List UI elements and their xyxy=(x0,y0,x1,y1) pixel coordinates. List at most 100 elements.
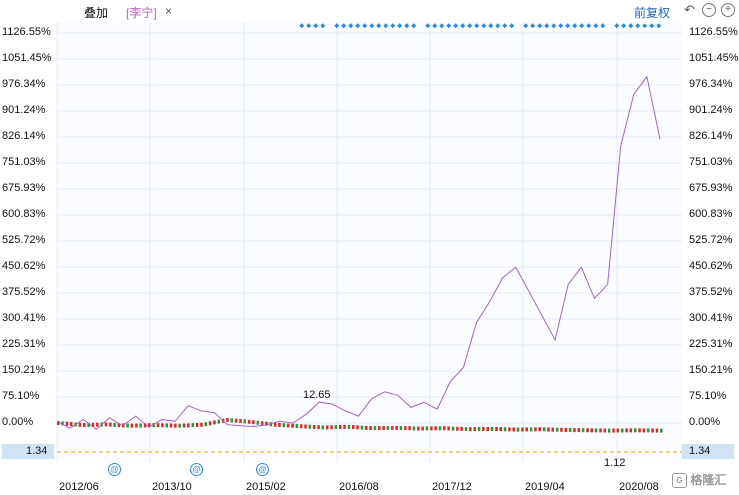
price-candle xyxy=(347,424,351,429)
dividend-marker-icon[interactable] xyxy=(383,23,389,29)
dividend-marker-icon[interactable] xyxy=(467,23,473,29)
price-candle xyxy=(247,419,251,424)
price-candle xyxy=(378,426,381,431)
dividend-marker-icon[interactable] xyxy=(439,23,445,29)
dividend-marker-icon[interactable] xyxy=(313,23,319,29)
dividend-marker-icon[interactable] xyxy=(453,23,459,29)
y-axis-label-left: 450.62% xyxy=(2,260,46,272)
dividend-marker-icon[interactable] xyxy=(362,23,368,29)
dividend-marker-icon[interactable] xyxy=(537,23,543,29)
dividend-marker-icon[interactable] xyxy=(432,23,438,29)
price-candle xyxy=(577,428,581,433)
price-candle xyxy=(182,423,186,428)
price-candle xyxy=(265,421,268,426)
price-candle xyxy=(87,422,90,427)
y-axis-label-right: 450.62% xyxy=(689,260,733,272)
price-candle xyxy=(599,428,602,433)
price-candle xyxy=(169,423,173,428)
dividend-marker-icon[interactable] xyxy=(579,23,585,29)
dividend-marker-icon[interactable] xyxy=(551,23,557,29)
chart-plot-area[interactable] xyxy=(57,22,682,463)
zoom-in-icon[interactable]: + xyxy=(721,3,735,17)
dividend-marker-icon[interactable] xyxy=(600,23,606,29)
price-candle xyxy=(187,423,190,428)
price-adjust-dropdown[interactable]: 前复权 xyxy=(634,6,671,20)
event-marker-icon[interactable]: @ xyxy=(108,463,121,476)
dividend-marker-icon[interactable] xyxy=(509,23,515,29)
dividend-marker-icon[interactable] xyxy=(572,23,578,29)
dividend-marker-icon[interactable] xyxy=(649,23,655,29)
dividend-marker-icon[interactable] xyxy=(376,23,382,29)
dividend-marker-icon[interactable] xyxy=(481,23,487,29)
y-axis-label-left: 525.72% xyxy=(2,234,46,246)
dividend-marker-icon[interactable] xyxy=(425,23,431,29)
price-candle xyxy=(91,422,95,427)
price-candle xyxy=(369,426,372,431)
dividend-marker-icon[interactable] xyxy=(460,23,466,29)
dividend-marker-icon[interactable] xyxy=(628,23,634,29)
price-candle xyxy=(165,423,168,428)
y-axis-label-left: 225.31% xyxy=(2,338,46,350)
dividend-marker-icon[interactable] xyxy=(474,23,480,29)
dividend-marker-icon[interactable] xyxy=(642,23,648,29)
y-axis-label-left: 976.34% xyxy=(2,78,46,90)
dividend-marker-icon[interactable] xyxy=(397,23,403,29)
undo-icon[interactable]: ↶ xyxy=(684,2,695,17)
dividend-marker-icon[interactable] xyxy=(390,23,396,29)
y-axis-label-left: 1051.45% xyxy=(2,52,52,64)
price-candle xyxy=(607,428,611,433)
price-candle xyxy=(174,423,177,428)
event-marker-icon[interactable]: @ xyxy=(190,463,203,476)
price-candle xyxy=(603,428,607,433)
price-candle xyxy=(70,422,73,427)
price-candle xyxy=(226,417,229,422)
dividend-marker-icon[interactable] xyxy=(656,23,662,29)
dividend-marker-icon[interactable] xyxy=(586,23,592,29)
dividend-marker-icon[interactable] xyxy=(635,23,641,29)
dividend-marker-icon[interactable] xyxy=(614,23,620,29)
y-axis-label-right: 75.10% xyxy=(689,390,727,402)
price-candle xyxy=(278,423,281,427)
dividend-marker-icon[interactable] xyxy=(593,23,599,29)
price-candle xyxy=(412,426,416,431)
overlay-label: 叠加 xyxy=(84,6,109,20)
dividend-marker-icon[interactable] xyxy=(488,23,494,29)
dividend-marker-icon[interactable] xyxy=(565,23,571,29)
price-candle xyxy=(57,421,60,425)
remove-overlay-button[interactable]: × xyxy=(165,4,173,18)
price-candle xyxy=(286,423,290,428)
dividend-marker-icon[interactable] xyxy=(558,23,564,29)
price-candle xyxy=(65,421,69,426)
price-candle xyxy=(208,421,212,426)
dividend-marker-icon[interactable] xyxy=(621,23,627,29)
watermark-icon: G xyxy=(672,473,687,489)
dividend-marker-icon[interactable] xyxy=(348,23,354,29)
dividend-marker-icon[interactable] xyxy=(544,23,550,29)
zoom-out-icon[interactable]: − xyxy=(702,3,716,17)
price-candle xyxy=(408,426,411,431)
y-axis-label-right: 1126.55% xyxy=(689,26,738,38)
dividend-marker-icon[interactable] xyxy=(404,23,410,29)
overlay-ticker-chip[interactable]: [李宁] xyxy=(126,6,157,20)
price-candle xyxy=(581,428,585,433)
dividend-marker-icon[interactable] xyxy=(306,23,312,29)
price-candle xyxy=(113,422,116,427)
y-axis-label-right: 0.00% xyxy=(689,416,721,428)
dividend-marker-icon[interactable] xyxy=(523,23,529,29)
y-axis-label-right: 600.83% xyxy=(689,208,733,220)
dividend-marker-icon[interactable] xyxy=(411,23,417,29)
dividend-marker-icon[interactable] xyxy=(320,23,326,29)
y-axis-label-left: 675.93% xyxy=(2,182,46,194)
dividend-marker-icon[interactable] xyxy=(369,23,375,29)
dividend-marker-icon[interactable] xyxy=(299,23,305,29)
dividend-marker-icon[interactable] xyxy=(341,23,347,29)
dividend-marker-icon[interactable] xyxy=(502,23,508,29)
dividend-marker-icon[interactable] xyxy=(446,23,452,29)
price-candle xyxy=(586,428,589,433)
dividend-marker-icon[interactable] xyxy=(495,23,501,29)
event-marker-icon[interactable]: @ xyxy=(256,463,269,476)
dividend-marker-icon[interactable] xyxy=(355,23,361,29)
dividend-marker-icon[interactable] xyxy=(530,23,536,29)
dividend-marker-icon[interactable] xyxy=(334,23,340,29)
